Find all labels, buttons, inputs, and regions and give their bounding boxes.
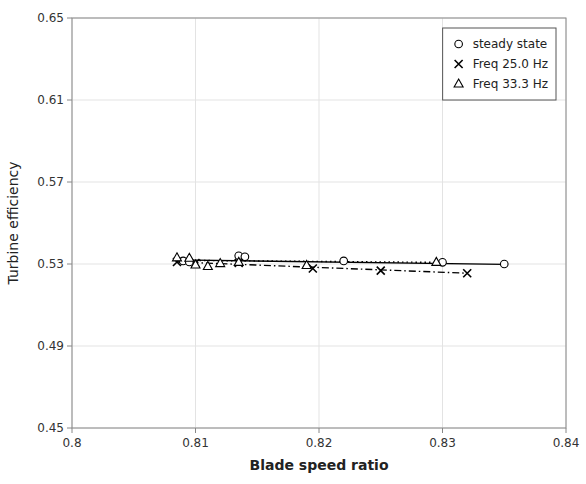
x-tick bbox=[72, 428, 73, 433]
x-tick-label: 0.8 bbox=[62, 436, 81, 450]
x-tick bbox=[195, 428, 196, 433]
point bbox=[172, 253, 181, 261]
legend-marker bbox=[455, 40, 463, 48]
y-tick bbox=[67, 264, 72, 265]
y-tick-label: 0.49 bbox=[37, 339, 64, 353]
x-tick bbox=[319, 428, 320, 433]
y-tick bbox=[67, 18, 72, 19]
grid bbox=[72, 18, 566, 428]
grid-line-x bbox=[319, 18, 320, 428]
point bbox=[216, 259, 225, 267]
point bbox=[340, 257, 348, 265]
y-tick-label: 0.65 bbox=[37, 11, 64, 25]
point bbox=[377, 267, 385, 275]
points bbox=[172, 253, 440, 270]
grid-line-y bbox=[72, 182, 566, 183]
point bbox=[203, 261, 212, 269]
y-axis-label: Turbine efficiency bbox=[5, 162, 21, 286]
y-tick bbox=[67, 182, 72, 183]
axes: 0.8 0.81 0.82 0.83 0.84 0.45 0.49 0.53 0.57 0.61 0… bbox=[5, 11, 579, 473]
y-tick-label: 0.61 bbox=[37, 93, 64, 107]
x-tick bbox=[442, 428, 443, 433]
point bbox=[191, 260, 200, 268]
chart: 0.8 0.81 0.82 0.83 0.84 0.45 0.49 0.53 0.57 0.61 0… bbox=[0, 0, 586, 484]
points bbox=[179, 252, 508, 268]
point bbox=[500, 260, 508, 268]
y-tick bbox=[67, 346, 72, 347]
x-tick-label: 0.81 bbox=[182, 436, 209, 450]
plot-background bbox=[72, 18, 566, 428]
point bbox=[185, 253, 194, 261]
y-tick-label: 0.45 bbox=[37, 421, 64, 435]
x-tick bbox=[566, 428, 567, 433]
point bbox=[463, 269, 471, 277]
legend-box bbox=[443, 28, 556, 100]
y-tick-label: 0.57 bbox=[37, 175, 64, 189]
point bbox=[234, 257, 243, 265]
legend-label: steady state bbox=[473, 37, 548, 51]
y-tick bbox=[67, 100, 72, 101]
legend-label: Freq 25.0 Hz bbox=[473, 57, 548, 71]
point bbox=[432, 257, 441, 265]
x-tick-label: 0.82 bbox=[306, 436, 333, 450]
grid-line-x bbox=[195, 18, 196, 428]
y-tick bbox=[67, 428, 72, 429]
point bbox=[302, 260, 311, 268]
x-tick-label: 0.83 bbox=[429, 436, 456, 450]
points bbox=[173, 258, 471, 277]
legend-label: Freq 33.3 Hz bbox=[473, 77, 548, 91]
x-tick-label: 0.84 bbox=[553, 436, 580, 450]
x-axis-label: Blade speed ratio bbox=[249, 457, 388, 473]
grid-line-y bbox=[72, 346, 566, 347]
plot-frame bbox=[72, 18, 566, 428]
legend-marker bbox=[455, 60, 463, 68]
marks bbox=[172, 252, 508, 277]
legend-marker bbox=[454, 79, 463, 87]
legend: steady state Freq 25.0 Hz Freq 33.3 Hz bbox=[443, 28, 556, 100]
y-tick-label: 0.53 bbox=[37, 257, 64, 271]
